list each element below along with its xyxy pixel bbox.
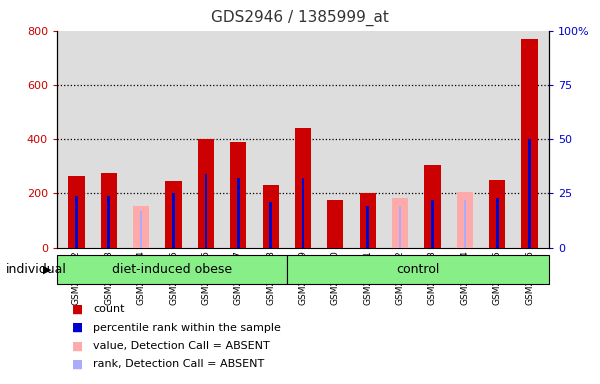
Text: control: control — [396, 263, 439, 276]
Bar — [521, 39, 538, 248]
Bar — [431, 200, 434, 248]
Bar — [367, 207, 369, 248]
Text: count: count — [93, 304, 125, 314]
Bar — [75, 195, 78, 248]
Bar — [464, 200, 466, 248]
Text: ▶: ▶ — [43, 265, 51, 275]
Text: ■: ■ — [72, 303, 83, 316]
Bar — [133, 206, 149, 248]
Bar — [392, 197, 408, 248]
Bar — [166, 181, 182, 248]
Bar — [230, 142, 247, 248]
Text: rank, Detection Call = ABSENT: rank, Detection Call = ABSENT — [93, 359, 264, 369]
Bar — [302, 178, 304, 248]
Text: ■: ■ — [72, 339, 83, 353]
Text: diet-induced obese: diet-induced obese — [112, 263, 232, 276]
Bar — [172, 194, 175, 248]
Bar — [528, 139, 531, 248]
Bar — [140, 211, 142, 248]
Bar — [237, 178, 239, 248]
Bar — [489, 180, 505, 248]
Bar — [399, 207, 401, 248]
Text: ■: ■ — [72, 321, 83, 334]
Bar — [269, 202, 272, 248]
Bar — [424, 165, 440, 248]
Bar — [359, 194, 376, 248]
Bar — [198, 139, 214, 248]
Bar — [295, 128, 311, 248]
Text: value, Detection Call = ABSENT: value, Detection Call = ABSENT — [93, 341, 270, 351]
Text: individual: individual — [6, 263, 67, 276]
Text: percentile rank within the sample: percentile rank within the sample — [93, 323, 281, 333]
Bar — [107, 195, 110, 248]
Bar — [205, 174, 207, 248]
Bar — [457, 192, 473, 248]
Bar — [263, 185, 279, 248]
Bar — [101, 173, 117, 248]
Bar — [68, 176, 85, 248]
Bar — [287, 255, 549, 284]
Text: ■: ■ — [72, 358, 83, 371]
Bar — [496, 198, 499, 248]
Bar — [57, 255, 287, 284]
Bar — [327, 200, 343, 248]
Text: GDS2946 / 1385999_at: GDS2946 / 1385999_at — [211, 10, 389, 26]
